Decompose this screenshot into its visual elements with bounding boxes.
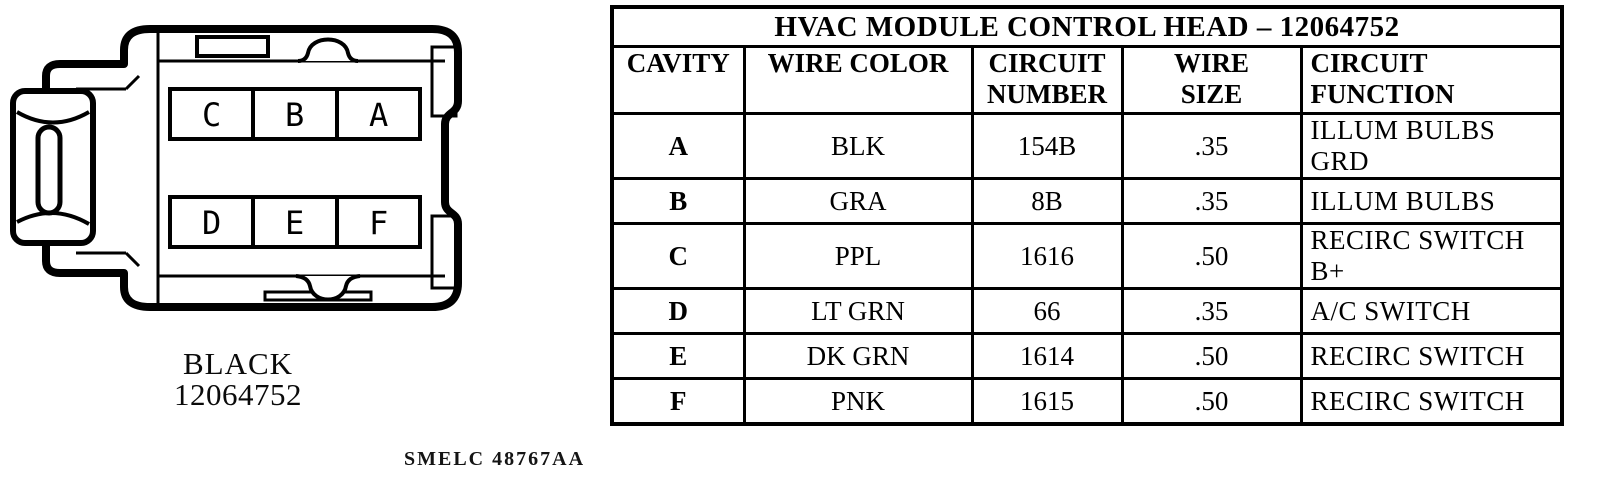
flange-detail-bottom bbox=[76, 251, 141, 268]
table-title-row: HVAC MODULE CONTROL HEAD – 12064752 bbox=[610, 5, 1564, 48]
cell-circuit-number: 154B bbox=[970, 112, 1124, 180]
table-title: HVAC MODULE CONTROL HEAD – 12064752 bbox=[610, 5, 1564, 48]
cell-circuit-number: 1616 bbox=[970, 222, 1124, 290]
pin-label-d: D bbox=[202, 204, 221, 242]
bottom-arch bbox=[295, 274, 361, 302]
cell-wire-color: BLK bbox=[742, 112, 974, 180]
table-row-a: A BLK 154B .35 ILLUM BULBS GRD bbox=[610, 112, 1564, 180]
cell-circuit-function: RECIRC SWITCH bbox=[1299, 332, 1564, 380]
cell-circuit-function: A/C SWITCH bbox=[1299, 287, 1564, 335]
column-header-wire-color: WIRE COLOR bbox=[742, 45, 974, 115]
latch-slot bbox=[35, 124, 63, 216]
column-header-label2: SIZE bbox=[1180, 79, 1243, 110]
cell-circuit-number: 1615 bbox=[970, 377, 1124, 426]
cell-wire-color: PPL bbox=[742, 222, 974, 290]
cell-cavity: D bbox=[610, 287, 746, 335]
table-row-c: C PPL 1616 .50 RECIRC SWITCH B+ bbox=[610, 222, 1564, 290]
cell-wire-size: .50 bbox=[1120, 332, 1303, 380]
table-header-row: CAVITY WIRE COLOR CIRCUIT NUMBER WIRE SI… bbox=[610, 45, 1564, 115]
cell-circuit-number: 66 bbox=[970, 287, 1124, 335]
column-header-label: CAVITY bbox=[626, 48, 730, 79]
cell-wire-size: .35 bbox=[1120, 112, 1303, 180]
pinout-table: HVAC MODULE CONTROL HEAD – 12064752 CAVI… bbox=[610, 5, 1565, 426]
cell-wire-color: LT GRN bbox=[742, 287, 974, 335]
column-header-wire-size: WIRE SIZE bbox=[1120, 45, 1303, 115]
cell-wire-size: .35 bbox=[1120, 177, 1303, 225]
connector-caption: BLACK 12064752 bbox=[148, 348, 328, 410]
column-header-label: WIRE COLOR bbox=[767, 48, 949, 79]
pin-label-c: C bbox=[202, 96, 221, 134]
cell-circuit-function: RECIRC SWITCH bbox=[1299, 377, 1564, 426]
connector-part-number: 12064752 bbox=[174, 377, 302, 412]
pin-label-f: F bbox=[369, 204, 388, 242]
connector-body-outline bbox=[42, 25, 462, 311]
pin-cell-e bbox=[251, 195, 339, 249]
column-header-label: WIRE bbox=[1173, 48, 1249, 79]
cell-circuit-number: 1614 bbox=[970, 332, 1124, 380]
column-header-label: CIRCUIT bbox=[988, 48, 1106, 79]
cell-cavity: F bbox=[610, 377, 746, 426]
table-row-f: F PNK 1615 .50 RECIRC SWITCH bbox=[610, 377, 1564, 426]
column-header-circuit-function: CIRCUIT FUNCTION bbox=[1299, 45, 1564, 115]
column-header-label: CIRCUIT FUNCTION bbox=[1310, 48, 1455, 110]
table-row-b: B GRA 8B .35 ILLUM BULBS bbox=[610, 177, 1564, 225]
right-tab-top bbox=[430, 45, 458, 118]
cell-wire-color: DK GRN bbox=[742, 332, 974, 380]
pin-cell-a bbox=[335, 87, 422, 141]
top-arch bbox=[297, 37, 359, 63]
cell-cavity: A bbox=[610, 112, 746, 180]
pin-cell-f bbox=[335, 195, 422, 249]
cell-circuit-number: 8B bbox=[970, 177, 1124, 225]
column-header-cavity: CAVITY bbox=[610, 45, 746, 115]
cell-circuit-function: ILLUM BULBS GRD bbox=[1299, 112, 1564, 180]
pin-label-e: E bbox=[285, 204, 304, 242]
cell-circuit-function: RECIRC SWITCH B+ bbox=[1299, 222, 1564, 290]
table-row-d: D LT GRN 66 .35 A/C SWITCH bbox=[610, 287, 1564, 335]
flange-detail-top bbox=[76, 74, 141, 91]
pin-label-b: B bbox=[285, 96, 304, 134]
document-code: SMELC 48767AA bbox=[404, 448, 586, 470]
cell-cavity: E bbox=[610, 332, 746, 380]
pin-cell-d bbox=[168, 195, 255, 249]
cell-circuit-function: ILLUM BULBS bbox=[1299, 177, 1564, 225]
keying-tab bbox=[195, 35, 270, 58]
cell-wire-size: .50 bbox=[1120, 222, 1303, 290]
cell-cavity: C bbox=[610, 222, 746, 290]
connector-drawing: C B A D E F bbox=[10, 25, 462, 311]
cell-wire-color: PNK bbox=[742, 377, 974, 426]
connector-color-label: BLACK bbox=[182, 346, 294, 381]
pin-label-a: A bbox=[369, 96, 388, 134]
column-header-label2: NUMBER bbox=[987, 79, 1107, 110]
latch-top-curve bbox=[15, 110, 91, 125]
cell-wire-size: .35 bbox=[1120, 287, 1303, 335]
connector-diagram: C B A D E F bbox=[8, 20, 468, 322]
column-header-circuit-number: CIRCUIT NUMBER bbox=[970, 45, 1124, 115]
table-row-e: E DK GRN 1614 .50 RECIRC SWITCH bbox=[610, 332, 1564, 380]
cell-cavity: B bbox=[610, 177, 746, 225]
cell-wire-size: .50 bbox=[1120, 377, 1303, 426]
cell-wire-color: GRA bbox=[742, 177, 974, 225]
right-tab-bottom bbox=[430, 214, 458, 290]
